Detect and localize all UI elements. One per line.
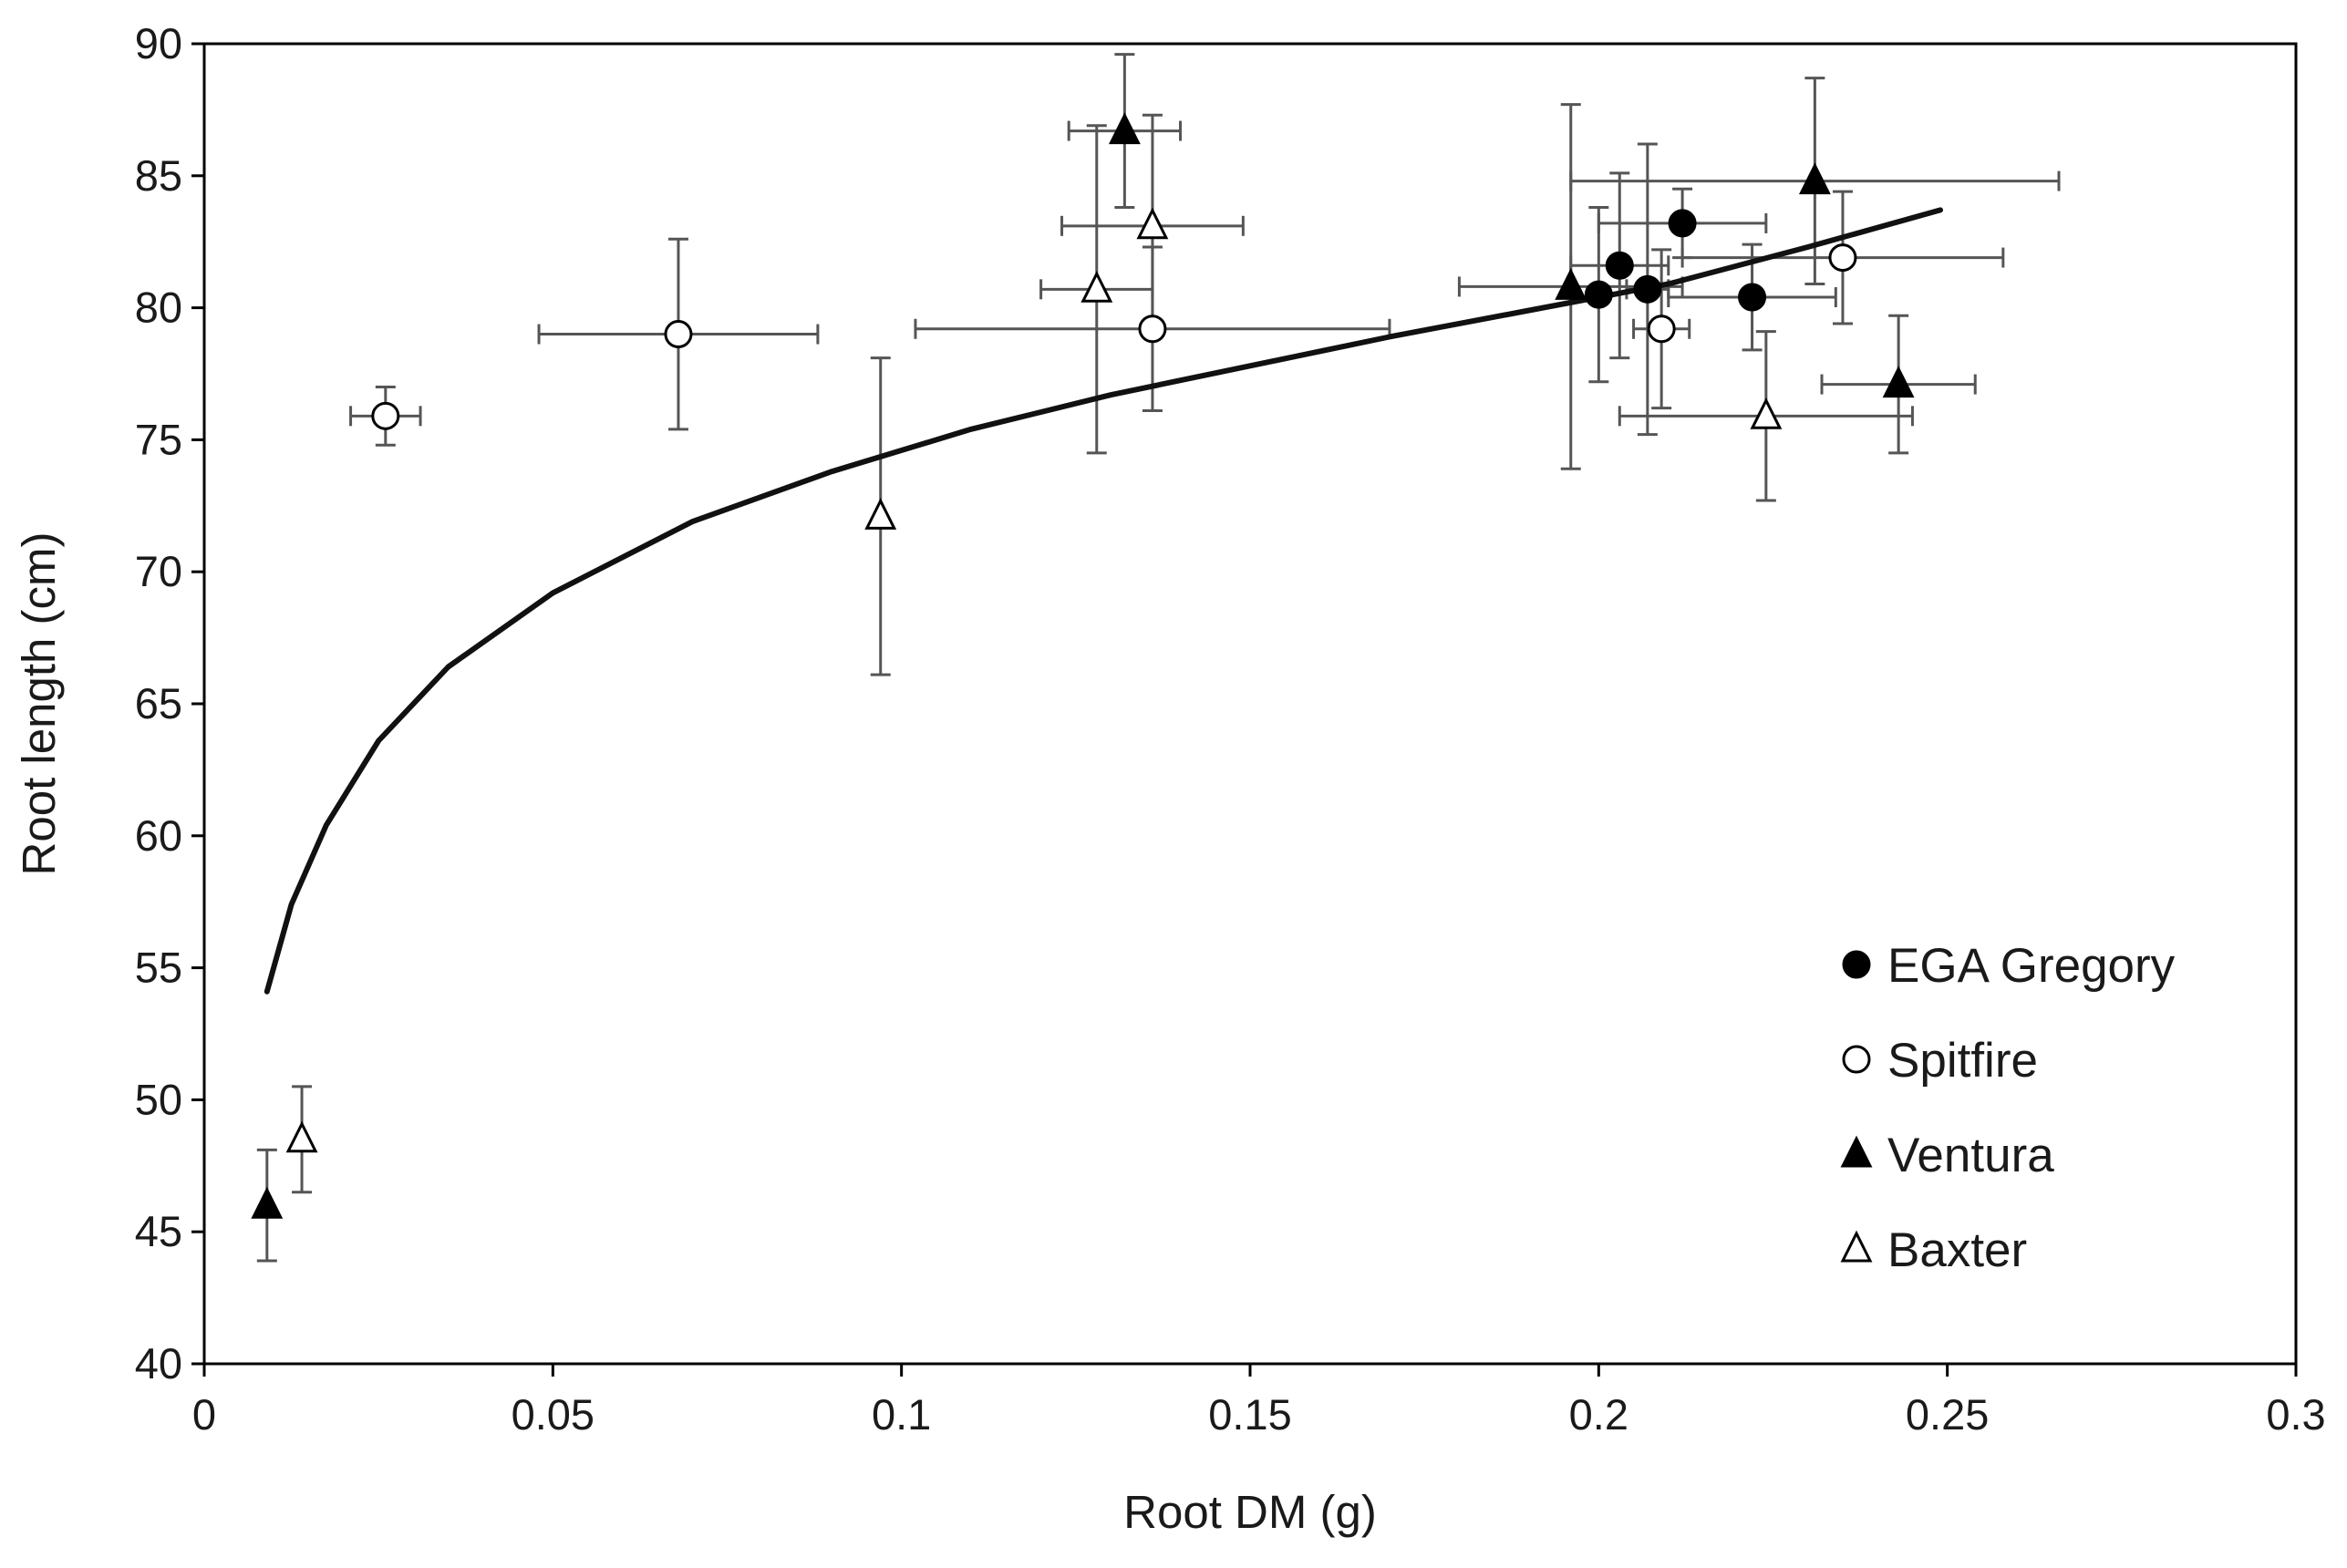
legend-marker-baxter xyxy=(1840,1230,1873,1263)
y-tick-label: 65 xyxy=(135,679,182,727)
data-point-baxter xyxy=(864,498,897,530)
data-point-ega-gregory xyxy=(1738,283,1767,312)
data-point-spitfire xyxy=(1647,315,1676,344)
legend-marker-ventura xyxy=(1840,1135,1873,1168)
data-point-baxter xyxy=(1136,207,1169,240)
x-axis-title: Root DM (g) xyxy=(1123,1486,1377,1538)
x-tick-label: 0.05 xyxy=(512,1390,595,1439)
x-axis: 0 0.05 0.1 0.15 0.2 0.25 0.3 xyxy=(192,1364,2326,1439)
data-point-spitfire xyxy=(664,320,693,349)
y-tick-label: 40 xyxy=(135,1339,182,1387)
data-point-ventura xyxy=(1555,268,1587,300)
data-point-spitfire xyxy=(1828,243,1857,273)
x-tick-label: 0.15 xyxy=(1208,1390,1291,1439)
y-tick-label: 75 xyxy=(135,415,182,463)
y-tick-label: 55 xyxy=(135,944,182,992)
legend-marker-spitfire xyxy=(1842,1045,1871,1074)
data-markers xyxy=(251,112,1915,1219)
legend-label-ventura: Ventura xyxy=(1887,1129,2054,1182)
x-tick-label: 0 xyxy=(192,1390,216,1439)
data-point-ventura xyxy=(1108,112,1141,145)
data-point-spitfire xyxy=(371,401,400,430)
x-tick-label: 0.2 xyxy=(1569,1390,1628,1439)
data-point-spitfire xyxy=(1138,315,1167,344)
x-tick-label: 0.3 xyxy=(2266,1390,2325,1439)
y-tick-label: 90 xyxy=(135,19,182,67)
y-tick-label: 45 xyxy=(135,1207,182,1255)
y-tick-label: 80 xyxy=(135,284,182,332)
data-point-ventura xyxy=(1798,162,1831,195)
y-axis-title: Root length (cm) xyxy=(13,532,65,876)
data-point-ega-gregory xyxy=(1605,251,1634,280)
legend-label-spitfire: Spitfire xyxy=(1887,1034,2038,1088)
data-point-ventura xyxy=(1882,366,1915,398)
y-tick-label: 85 xyxy=(135,151,182,200)
x-tick-label: 0.1 xyxy=(872,1390,931,1439)
y-tick-label: 50 xyxy=(135,1075,182,1123)
y-axis: 40 45 50 55 60 65 70 75 80 85 90 xyxy=(135,19,204,1387)
data-point-ega-gregory xyxy=(1668,209,1697,238)
y-tick-label: 70 xyxy=(135,547,182,595)
data-point-ega-gregory xyxy=(1584,280,1613,309)
y-tick-label: 60 xyxy=(135,811,182,860)
data-point-baxter xyxy=(1750,397,1783,429)
x-tick-label: 0.25 xyxy=(1906,1390,1989,1439)
data-point-ega-gregory xyxy=(1633,274,1662,304)
data-point-baxter xyxy=(1080,270,1113,303)
legend-label-ega-gregory: EGA Gregory xyxy=(1887,939,2176,993)
legend: EGA Gregory Spitfire Ventura Baxter xyxy=(1840,939,2176,1277)
legend-label-baxter: Baxter xyxy=(1887,1223,2027,1277)
data-point-ventura xyxy=(251,1186,284,1219)
legend-marker-ega-gregory xyxy=(1842,950,1871,979)
data-point-baxter xyxy=(285,1120,318,1153)
